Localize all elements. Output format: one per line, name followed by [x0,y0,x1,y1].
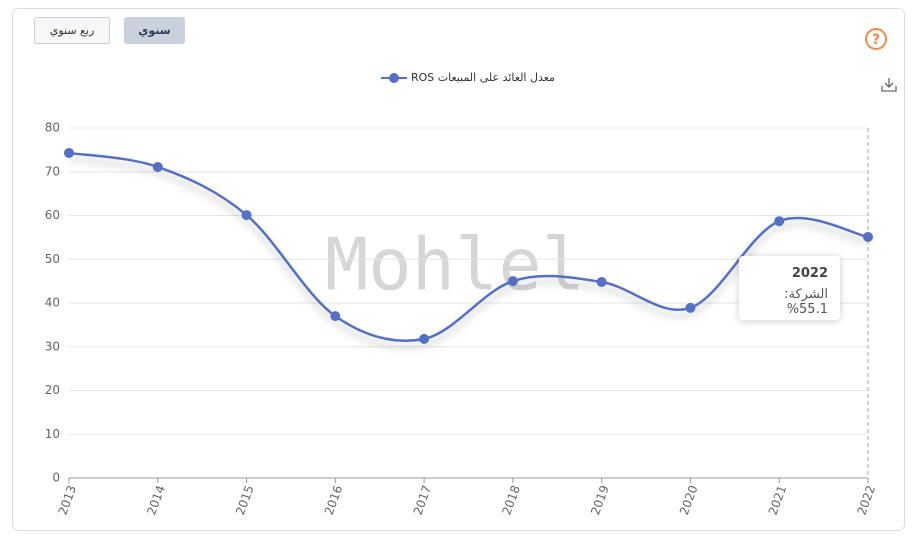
tooltip-row: الشركة: %55.1 [751,287,828,317]
y-tick-label: 50 [45,252,60,266]
y-tick-label: 40 [45,296,60,310]
card [12,8,905,531]
help-icon-mark: ? [872,32,880,48]
period-button[interactable]: ربع سنوي [34,17,110,44]
help-icon[interactable] [865,28,887,50]
y-tick-label: 20 [45,383,60,397]
line-series [68,151,869,342]
point [419,333,430,344]
y-tick-label: 10 [45,427,60,441]
point [863,231,873,242]
point [685,302,696,313]
tooltip-label: الشركة: [784,287,828,302]
period-button[interactable]: سنوي [124,17,185,44]
tooltip-title: 2022 [791,266,828,281]
tooltip-value: %55.1 [786,302,828,317]
legend-marker [389,73,399,83]
watermark: Mohlel [325,223,585,307]
legend-label: معدل العائد على المبيعات ROS [411,71,555,84]
y-tick-label: 30 [45,339,60,353]
point [64,147,74,158]
download-icon[interactable] [881,78,897,92]
y-tick-label: 80 [45,121,60,135]
point [507,276,518,287]
point [330,311,341,322]
point [774,216,785,227]
y-tick-label: 70 [45,164,60,178]
point [596,277,607,287]
y-tick-label: 0 [52,471,60,485]
tooltip: 2022 الشركة: %55.1 [739,256,840,320]
point [152,161,163,172]
y-tick-label: 60 [45,208,60,222]
point [241,210,252,221]
